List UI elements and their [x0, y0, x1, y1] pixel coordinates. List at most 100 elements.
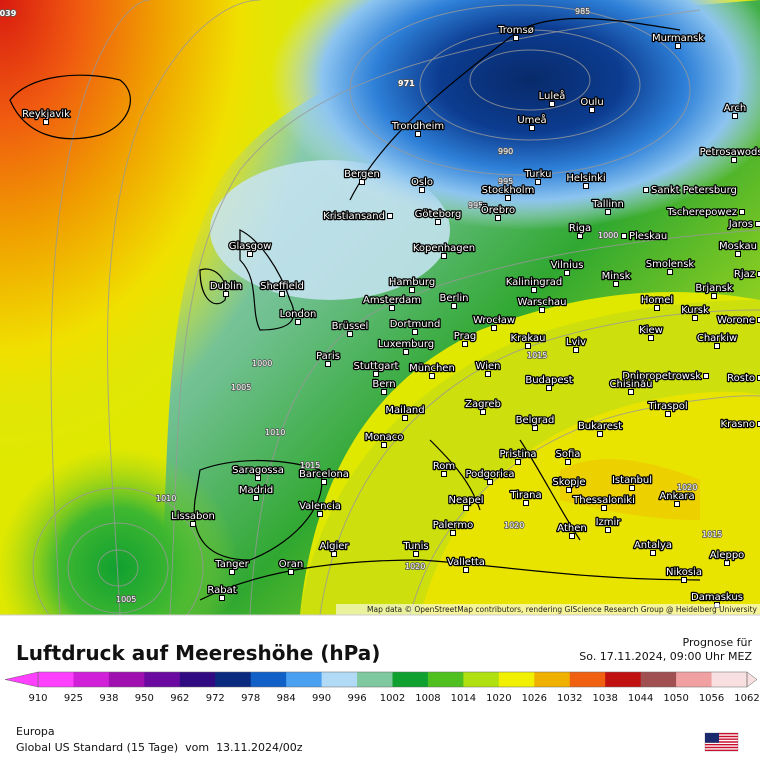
isobar-label: 985: [575, 7, 590, 16]
scale-segment: [605, 672, 641, 687]
scale-label: 972: [206, 693, 225, 704]
city-label: Palermo: [433, 520, 473, 531]
city-label: Pristina: [499, 449, 536, 460]
city-label: Örebro: [481, 203, 515, 216]
city-label: Stuttgart: [354, 361, 399, 372]
city-marker: [44, 120, 49, 125]
city-marker: [540, 308, 545, 313]
forecast-time: So. 17.11.2024, 09:00 Uhr MEZ: [579, 650, 752, 663]
scale-label: 910: [28, 693, 47, 704]
city-label: Minsk: [602, 271, 631, 282]
city-marker: [622, 234, 627, 239]
city-marker: [602, 506, 607, 511]
city-marker: [416, 132, 421, 137]
city-label: Monaco: [365, 432, 404, 443]
city-marker: [533, 426, 538, 431]
city-label: Vilnius: [551, 260, 584, 271]
scale-segment: [38, 672, 74, 687]
scale-segment: [73, 672, 109, 687]
flag-canton: [705, 733, 719, 743]
city-label: Tallinn: [591, 199, 624, 210]
isobar-label: 1020: [504, 521, 524, 530]
city-marker: [682, 578, 687, 583]
city-marker: [570, 534, 575, 539]
city-marker: [404, 350, 409, 355]
isobar-label: 1015: [527, 351, 547, 360]
city-marker: [644, 188, 649, 193]
city-label: Kursk: [681, 305, 709, 316]
city-label: Valencia: [299, 501, 341, 512]
scale-label: 1026: [522, 693, 547, 704]
city-marker: [532, 288, 537, 293]
city-label: Smolensk: [646, 259, 695, 270]
city-label: Kristiansand: [323, 211, 385, 222]
scale-label: 962: [170, 693, 189, 704]
city-marker: [390, 306, 395, 311]
scale-segment: [180, 672, 216, 687]
scale-label: 1044: [628, 693, 653, 704]
isobar-label: 1010: [265, 428, 285, 437]
city-label: Worone: [717, 315, 755, 326]
city-label: Belgrad: [516, 415, 555, 426]
city-label: Tunis: [402, 541, 428, 552]
city-label: Thessaloniki: [572, 495, 635, 506]
scale-segment: [570, 672, 606, 687]
city-marker: [536, 180, 541, 185]
scale-segment: [393, 672, 429, 687]
city-label: Pleskau: [629, 231, 667, 242]
scale-label: 1062: [734, 693, 759, 704]
city-marker: [348, 332, 353, 337]
isobar-label: 1005: [116, 595, 136, 604]
city-marker: [486, 372, 491, 377]
scale-label: 938: [99, 693, 118, 704]
city-label: Jaros: [728, 219, 753, 230]
city-marker: [191, 522, 196, 527]
city-marker: [442, 472, 447, 477]
city-marker: [693, 316, 698, 321]
city-label: Paris: [316, 351, 340, 362]
city-marker: [649, 336, 654, 341]
city-marker: [332, 552, 337, 557]
scale-segment: [534, 672, 570, 687]
city-marker: [248, 252, 253, 257]
city-marker: [715, 344, 720, 349]
city-marker: [666, 412, 671, 417]
city-label: Helsinki: [566, 173, 605, 184]
city-marker: [318, 512, 323, 517]
model-run: Global US Standard (15 Tage) vom 13.11.2…: [16, 741, 303, 754]
city-marker: [732, 158, 737, 163]
city-marker: [230, 570, 235, 575]
city-label: Prag: [454, 331, 476, 342]
scale-segment: [144, 672, 180, 687]
city-label: Tromsø: [497, 25, 534, 36]
city-marker: [736, 252, 741, 257]
map: 9711039985990995995100010001005101010151…: [0, 0, 760, 688]
city-marker: [574, 348, 579, 353]
scale-label: 1032: [557, 693, 582, 704]
city-label: Lissabon: [171, 511, 215, 522]
city-label: Dortmund: [390, 319, 441, 330]
city-marker: [756, 222, 760, 227]
city-label: Kaliningrad: [506, 277, 562, 288]
city-label: Lviv: [566, 337, 586, 348]
city-label: Turku: [524, 169, 552, 180]
scale-segment: [109, 672, 145, 687]
city-marker: [481, 410, 486, 415]
city-label: Wrocław: [473, 315, 515, 326]
city-label: Damaskus: [691, 592, 743, 603]
isobar-label: 1005: [231, 383, 251, 392]
city-label: Algier: [319, 541, 349, 552]
city-marker: [464, 568, 469, 573]
scale-segment: [676, 672, 712, 687]
city-label: Budapest: [525, 375, 572, 386]
city-label: Bergen: [344, 169, 380, 180]
city-marker: [463, 342, 468, 347]
city-label: Skopje: [552, 477, 585, 488]
city-label: Oslo: [411, 177, 433, 188]
city-marker: [725, 561, 730, 566]
city-label: Brüssel: [332, 321, 369, 332]
city-label: Luleå: [539, 89, 566, 102]
city-marker: [289, 570, 294, 575]
city-marker: [514, 36, 519, 41]
